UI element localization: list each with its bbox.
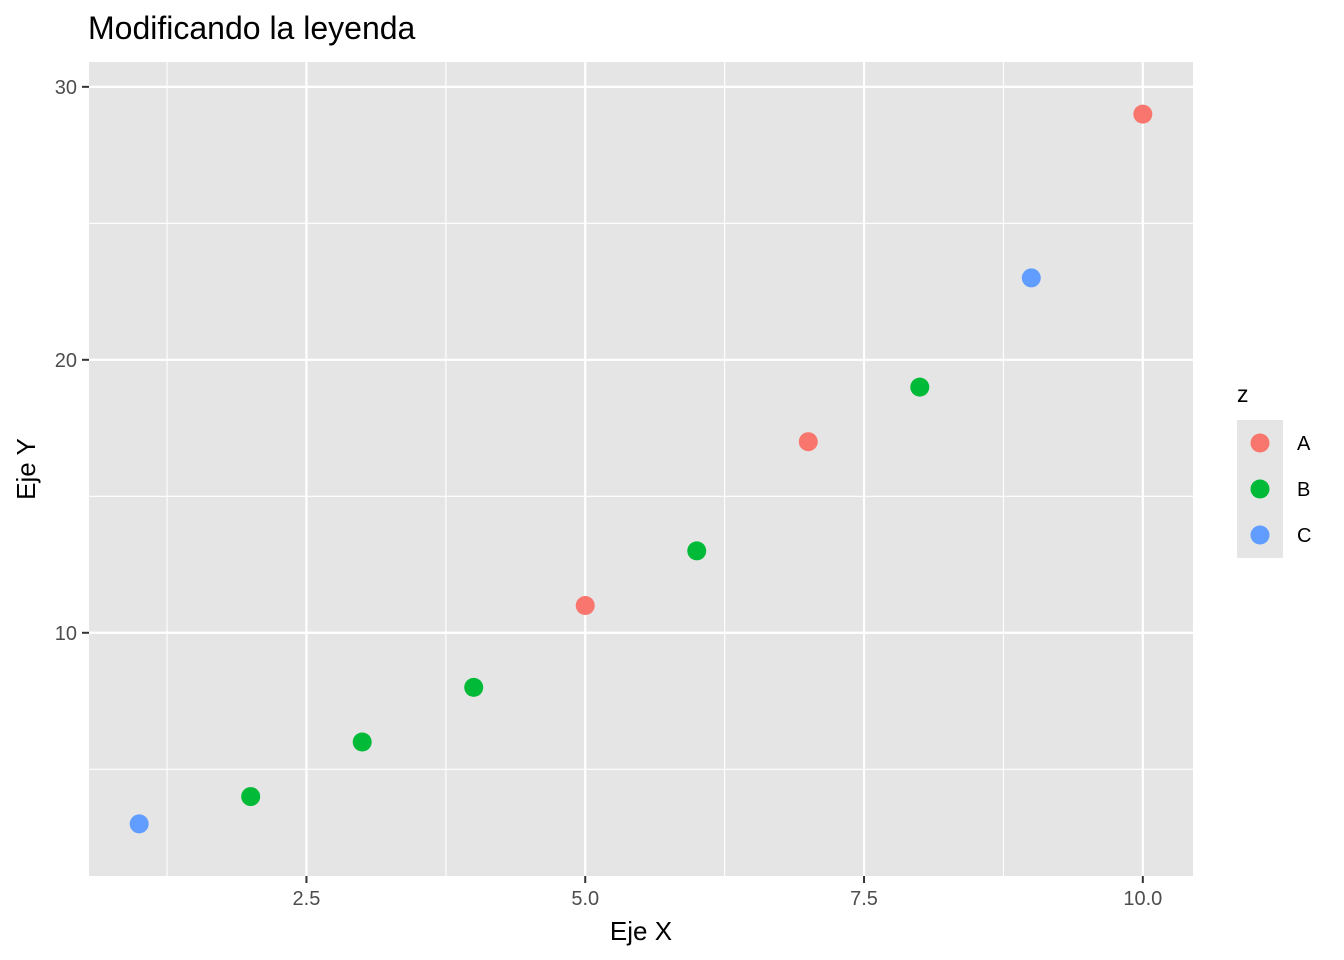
x-tick-label: 10.0 (1123, 888, 1162, 910)
y-tick-label: 10 (55, 623, 77, 645)
minor-gridlines (89, 62, 1193, 876)
legend: z A B C (1237, 381, 1311, 558)
data-point-b (464, 677, 484, 697)
data-point-c (1021, 268, 1041, 288)
legend-key-c (1250, 525, 1270, 545)
y-axis-label: Eje Y (11, 438, 41, 500)
data-points (129, 104, 1153, 834)
legend-key-b (1250, 479, 1270, 499)
legend-key-a (1250, 433, 1270, 453)
data-point-b (241, 787, 261, 807)
data-point-a (575, 595, 595, 615)
legend-label-c: C (1297, 525, 1311, 547)
x-axis-label: Eje X (610, 916, 672, 946)
data-point-a (798, 432, 818, 452)
x-tick-label: 7.5 (850, 888, 878, 910)
legend-label-a: A (1297, 433, 1311, 455)
y-axis: 10 20 30 (55, 77, 89, 645)
x-tick-label: 2.5 (293, 888, 321, 910)
chart-title: Modificando la leyenda (88, 10, 416, 46)
data-point-a (1133, 104, 1153, 124)
data-point-b (687, 541, 707, 561)
major-gridlines (89, 62, 1193, 876)
x-axis: 2.5 5.0 7.5 10.0 (293, 876, 1162, 910)
data-point-b (352, 732, 372, 752)
y-tick-label: 20 (55, 350, 77, 372)
legend-label-b: B (1297, 479, 1310, 501)
plot-panel (89, 62, 1193, 876)
data-point-b (910, 377, 930, 397)
y-tick-label: 30 (55, 77, 77, 99)
x-tick-label: 5.0 (571, 888, 599, 910)
data-point-c (129, 814, 149, 834)
legend-title: z (1237, 381, 1249, 407)
